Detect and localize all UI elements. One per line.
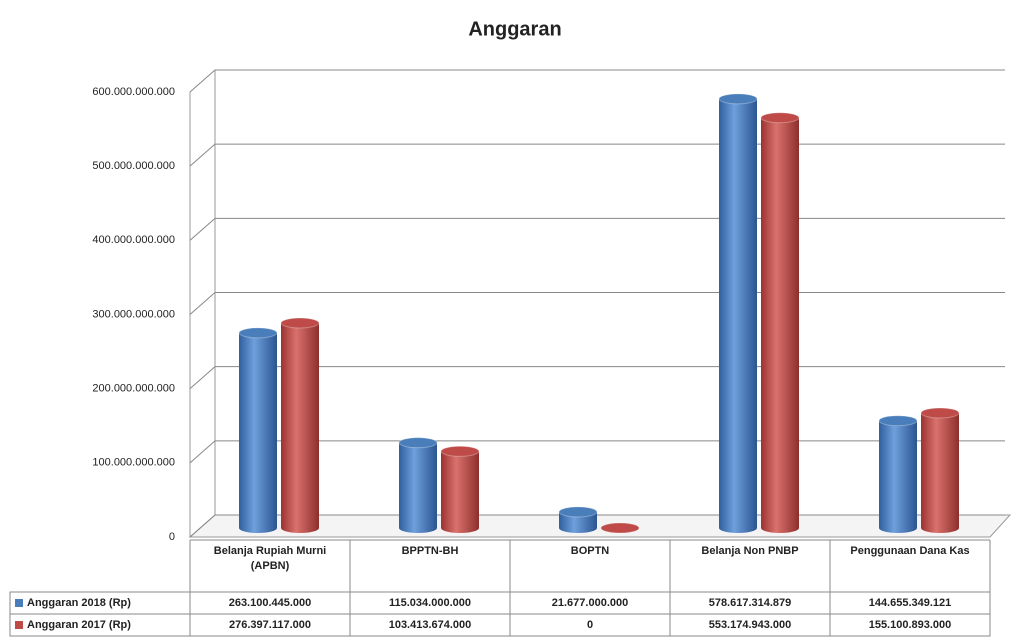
bar-top [238,327,278,339]
grid-line [189,143,1005,167]
grid-line [189,217,1005,241]
bar-top [878,415,918,427]
y-tick-label: 100.000.000.000 [92,457,175,469]
legend-label: Anggaran 2017 (Rp) [27,619,131,631]
bar [879,420,917,528]
table-value: 0 [587,619,593,631]
x-tick-label: Belanja Rupiah Murni (APBN) [213,545,327,572]
y-tick-label: 400.000.000.000 [92,234,175,246]
x-tick-label-box: Belanja Non PNBP [701,545,799,557]
x-tick-label-box: Penggunaan Dana Kas [850,545,970,557]
bar-top [398,437,438,449]
bar [921,412,959,528]
bar-top [760,112,800,124]
legend-label: Anggaran 2018 (Rp) [27,597,131,609]
bar [281,323,319,528]
x-tick-label: Belanja Non PNBP [701,545,799,557]
x-tick-label-box: BOPTN [570,545,610,557]
bar [441,451,479,528]
bar-top [600,522,640,534]
legend-swatch [15,599,23,607]
table-value: 263.100.445.000 [229,597,312,609]
grid-line [189,69,1005,93]
bar [239,332,277,528]
x-tick-label: BPPTN-BH [401,545,459,557]
bar-top [718,93,758,105]
table-value: 21.677.000.000 [552,597,628,609]
table-value: 103.413.674.000 [389,619,472,631]
table-value: 276.397.117.000 [229,619,311,631]
chart-title: Anggaran [468,18,561,40]
bar [399,442,437,528]
bar-top [280,317,320,329]
table-value: 553.174.943.000 [709,619,792,631]
x-tick-label: BOPTN [570,545,610,557]
table-value: 144.655.349.121 [869,597,952,609]
bar [761,117,799,529]
table-value: 155.100.893.000 [869,619,952,631]
y-tick-label: 600.000.000.000 [92,86,175,98]
table-value: 115.034.000.000 [389,597,471,609]
y-tick-label: 500.000.000.000 [92,160,175,172]
bar-top [440,445,480,457]
grid-line [189,292,1005,315]
bar-top [920,407,960,419]
x-tick-label-box: BPPTN-BH [401,545,459,557]
x-tick-label: Penggunaan Dana Kas [850,545,970,557]
y-tick-label: 0 [169,531,175,543]
bar [719,98,757,528]
y-tick-label: 300.000.000.000 [92,308,175,320]
bar-top [558,506,598,518]
legend-swatch [15,621,23,629]
x-tick-label-box: Belanja Rupiah Murni (APBN) [213,545,327,572]
table-value: 578.617.314.879 [709,597,792,609]
y-tick-label: 200.000.000.000 [92,383,175,395]
